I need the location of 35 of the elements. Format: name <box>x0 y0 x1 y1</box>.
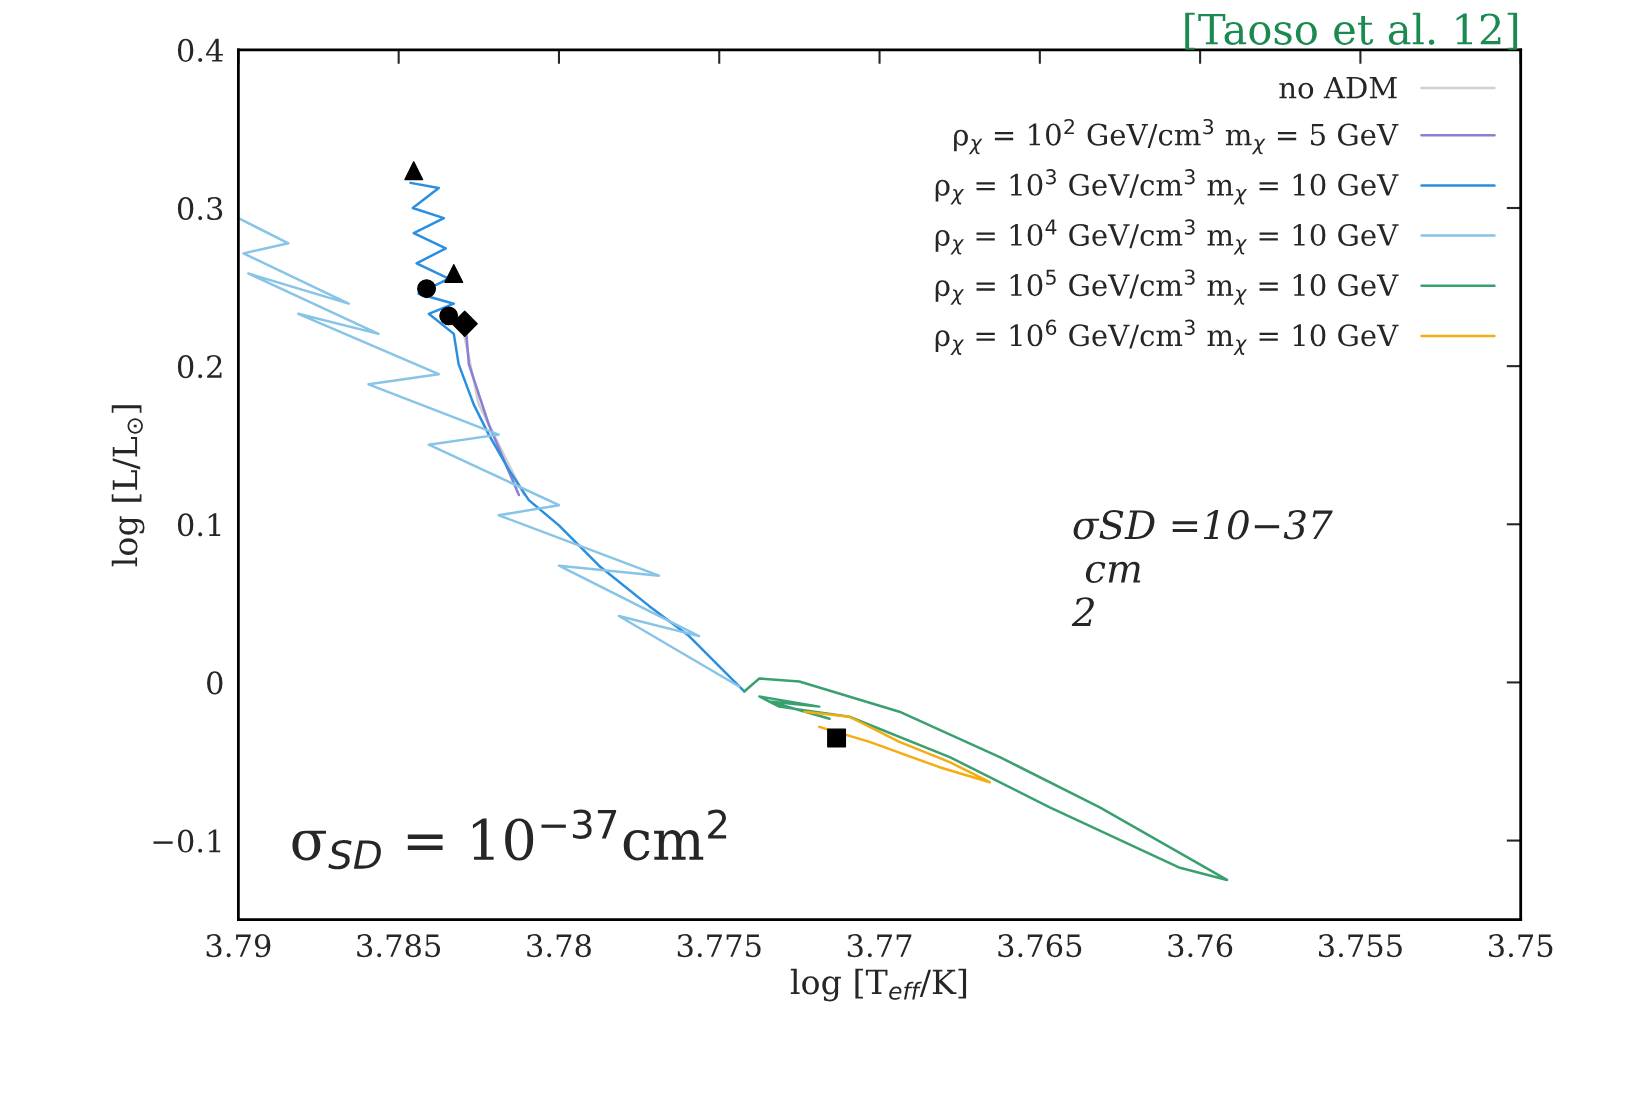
line-series <box>743 677 1229 882</box>
y-tick-label: 0 <box>207 671 223 695</box>
x-tick-label: 3.775 <box>677 934 761 958</box>
text: ρ$_{χ}$ = 10$^{2}$ GeV/cm$^{3}$ m$_{χ}$ = 5 GeV <box>954 118 1399 155</box>
line-series <box>803 710 992 784</box>
point <box>451 310 478 337</box>
annotation: σ$_{SD}$ = 10$^{−37}$cm$^{2}$ <box>292 809 727 870</box>
annotation: σSD =10−37 cm 2 <box>1071 510 1333 627</box>
x-tick-label: 3.785 <box>357 934 441 958</box>
legend-label: no ADM <box>1279 77 1397 99</box>
x-tick-label: 3.755 <box>1319 934 1402 958</box>
point <box>417 279 437 299</box>
x-tick-label: 3.76 <box>1168 934 1233 958</box>
x-tick-label: 3.765 <box>998 934 1082 958</box>
y-tick-label: 0.1 <box>177 513 221 537</box>
text: ρ$_{χ}$ = 10$^{6}$ GeV/cm$^{3}$ m$_{χ}$ = 10 GeV <box>935 319 1399 355</box>
point <box>827 728 847 748</box>
point <box>444 263 464 283</box>
text: ρ$_{χ}$ = 10$^{3}$ GeV/cm$^{3}$ m$_{χ}$ = 10 GeV <box>935 169 1399 205</box>
chart-title: [Taoso et al. 12] <box>1185 12 1518 50</box>
y-axis-title: log [L/L$_{⊙}$] <box>111 405 145 567</box>
text: ρ$_{χ}$ = 10$^{4}$ GeV/cm$^{3}$ m$_{χ}$ = 10 GeV <box>935 219 1399 255</box>
x-tick-label: 3.75 <box>1489 934 1553 958</box>
y-tick-label: 0.4 <box>177 38 223 62</box>
x-tick-label: 3.78 <box>527 934 591 958</box>
x-axis-title: log [T$_{eff}$/K] <box>790 968 967 1002</box>
y-tick-label: −0.1 <box>153 829 221 853</box>
y-tick-label: 0.2 <box>177 355 222 379</box>
line-series <box>238 216 741 688</box>
y-tick-label: 0.3 <box>177 196 223 221</box>
point <box>404 161 424 181</box>
x-tick-label: 3.77 <box>847 934 912 958</box>
x-tick-label: 3.79 <box>206 934 271 958</box>
point <box>439 306 459 326</box>
text: ρ$_{χ}$ = 10$^{5}$ GeV/cm$^{3}$ m$_{χ}$ = 10 GeV <box>935 269 1399 305</box>
